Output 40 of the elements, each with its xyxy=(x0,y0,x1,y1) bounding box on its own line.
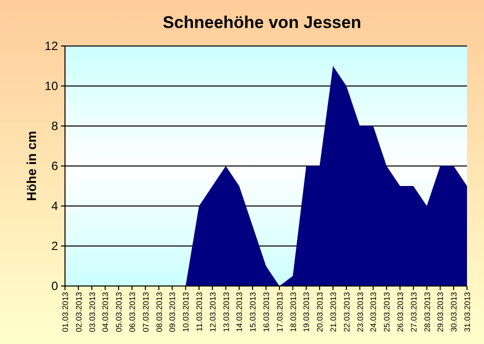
x-tick-label: 13.03.2013 xyxy=(222,291,231,332)
x-tick-label: 18.03.2013 xyxy=(288,291,298,332)
y-tick-label: 10 xyxy=(44,79,58,94)
x-tick-label: 21.03.2013 xyxy=(329,291,338,332)
x-tick-label: 10.03.2013 xyxy=(182,291,191,332)
x-tick-label: 05.03.2013 xyxy=(114,291,124,332)
x-tick-label: 02.03.2013 xyxy=(74,291,84,332)
x-tick-label: 26.03.2013 xyxy=(396,291,405,332)
y-tick-label: 2 xyxy=(51,239,58,254)
x-tick-label: 09.03.2013 xyxy=(168,291,178,332)
x-tick-label: 01.03.2013 xyxy=(61,291,70,332)
x-tick-label: 06.03.2013 xyxy=(128,291,137,332)
y-tick-label: 12 xyxy=(44,39,58,54)
x-tick-label: 04.03.2013 xyxy=(101,291,110,332)
y-tick-label: 8 xyxy=(51,119,58,134)
x-tick-label: 24.03.2013 xyxy=(369,291,378,332)
x-tick-label: 19.03.2013 xyxy=(302,291,312,332)
x-tick-label: 03.03.2013 xyxy=(88,291,97,332)
x-tick-label: 20.03.2013 xyxy=(316,291,325,332)
y-tick-label: 4 xyxy=(51,199,58,214)
x-tick-label: 15.03.2013 xyxy=(248,291,258,332)
y-tick-label: 6 xyxy=(51,159,58,174)
chart-title: Schneehöhe von Jessen xyxy=(162,13,362,32)
x-tick-label: 29.03.2013 xyxy=(436,291,446,332)
x-tick-label: 23.03.2013 xyxy=(356,291,365,332)
x-tick-label: 08.03.2013 xyxy=(154,291,164,332)
x-tick-label: 07.03.2013 xyxy=(141,291,150,332)
x-tick-label: 17.03.2013 xyxy=(275,291,284,332)
x-tick-label: 31.03.2013 xyxy=(463,291,472,332)
x-tick-label: 22.03.2013 xyxy=(342,291,352,332)
x-tick-label: 14.03.2013 xyxy=(235,291,244,332)
x-tick-label: 25.03.2013 xyxy=(382,291,392,332)
x-tick-label: 30.03.2013 xyxy=(450,291,459,332)
x-tick-label: 27.03.2013 xyxy=(409,291,418,332)
y-tick-label: 0 xyxy=(51,279,58,294)
x-tick-label: 11.03.2013 xyxy=(195,291,204,332)
x-tick-label: 28.03.2013 xyxy=(422,291,432,332)
x-tick-label: 16.03.2013 xyxy=(262,291,271,332)
x-tick-label: 12.03.2013 xyxy=(208,291,218,332)
y-axis-title: Höhe in cm xyxy=(24,130,39,202)
